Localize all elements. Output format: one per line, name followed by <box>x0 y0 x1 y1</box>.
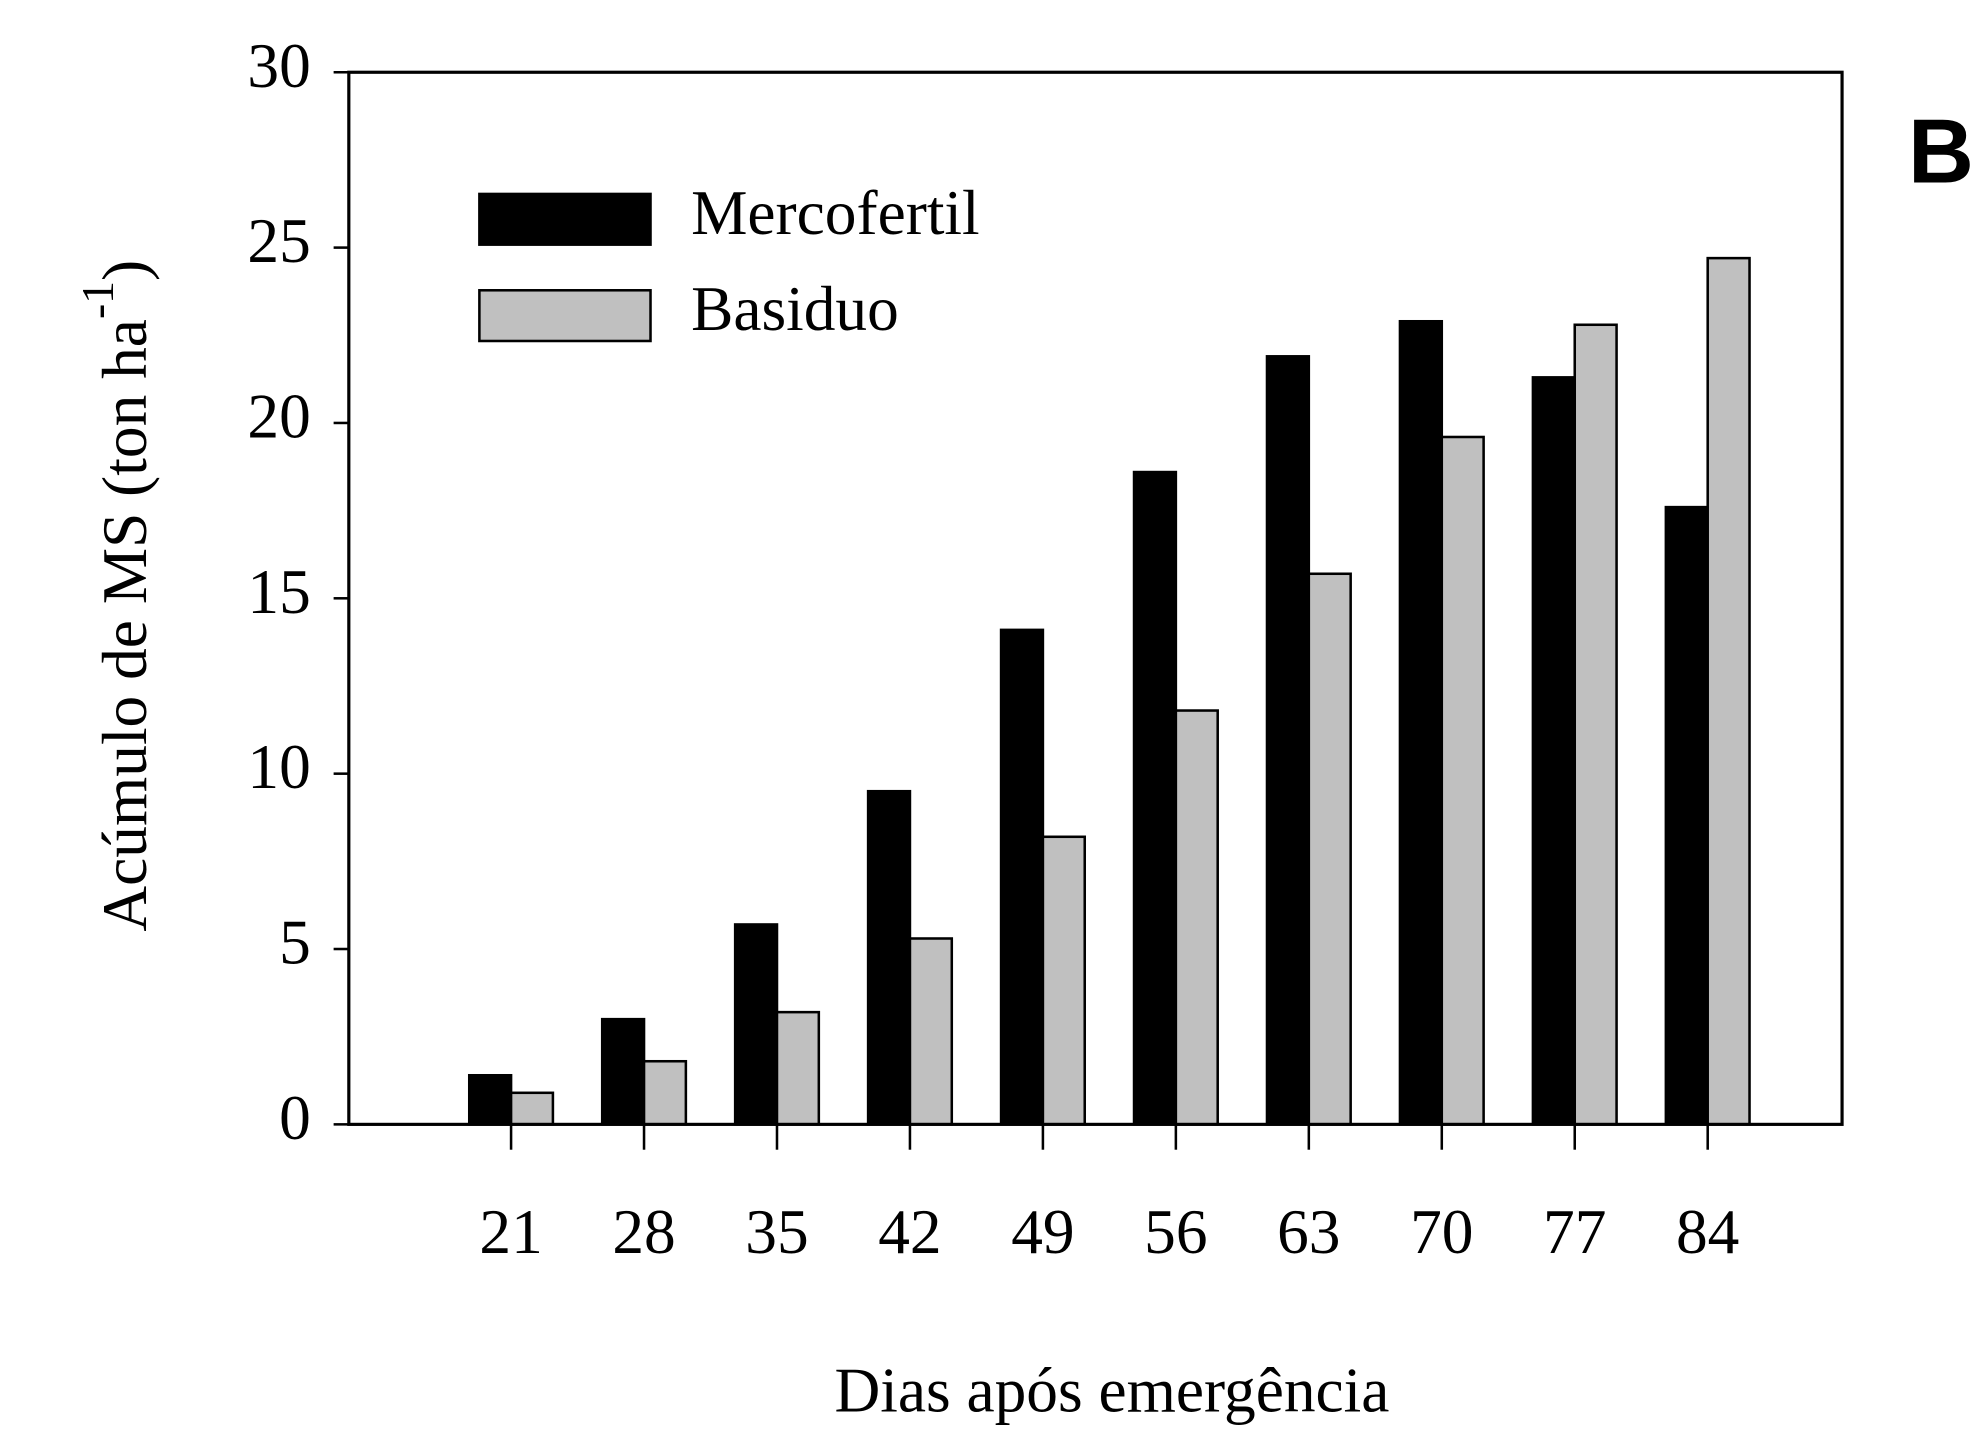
x-tick-label: 84 <box>1676 1197 1739 1267</box>
y-axis-title: Acúmulo de MS (ton ha-1) <box>72 260 159 932</box>
bar <box>600 1017 646 1126</box>
bar <box>642 1059 688 1126</box>
x-tick-label: 77 <box>1543 1197 1606 1267</box>
y-tick-label: 10 <box>247 732 310 802</box>
legend-label: Basiduo <box>691 274 899 344</box>
x-tick-label: 35 <box>745 1197 808 1267</box>
bar <box>1265 355 1311 1126</box>
bar <box>908 937 954 1126</box>
x-axis-title: Dias após emergência <box>834 1355 1389 1425</box>
bar <box>1531 376 1577 1126</box>
y-tick-label: 0 <box>279 1083 311 1153</box>
x-tick-label: 28 <box>612 1197 675 1267</box>
bar <box>1664 505 1709 1126</box>
y-tick-label: 30 <box>247 31 310 101</box>
bar <box>1440 435 1485 1126</box>
y-axis-title-suffix: ) <box>89 260 159 281</box>
x-tick-label: 49 <box>1011 1197 1074 1267</box>
y-axis-title-text: Acúmulo de MS (ton ha <box>89 319 159 932</box>
x-tick-label: 42 <box>878 1197 941 1267</box>
bar <box>775 1010 821 1126</box>
bar <box>733 923 779 1126</box>
bar <box>467 1073 513 1126</box>
x-tick-label: 56 <box>1144 1197 1207 1267</box>
bar <box>1041 835 1087 1126</box>
y-axis-title-superscript: -1 <box>72 281 123 319</box>
panel-label: B <box>1908 101 1974 203</box>
y-tick-label: 5 <box>279 908 311 978</box>
y-tick-label: 25 <box>247 206 310 276</box>
bar <box>1174 709 1219 1126</box>
y-tick-label: 15 <box>247 557 310 627</box>
y-tick-label: 20 <box>247 382 310 452</box>
bar <box>1132 470 1178 1126</box>
bar <box>1398 319 1444 1126</box>
x-tick-label: 63 <box>1277 1197 1340 1267</box>
plot-frame <box>347 70 1844 1126</box>
bar <box>999 628 1045 1126</box>
x-tick-label: 21 <box>479 1197 542 1267</box>
bar <box>1307 572 1352 1126</box>
bar <box>509 1091 555 1126</box>
bar <box>1706 256 1751 1126</box>
bar <box>866 789 912 1126</box>
x-tick-label: 70 <box>1410 1197 1473 1267</box>
legend-label: Mercofertil <box>691 178 980 248</box>
legend-swatch <box>478 289 652 343</box>
legend-swatch <box>478 192 652 246</box>
bar <box>1573 323 1618 1126</box>
